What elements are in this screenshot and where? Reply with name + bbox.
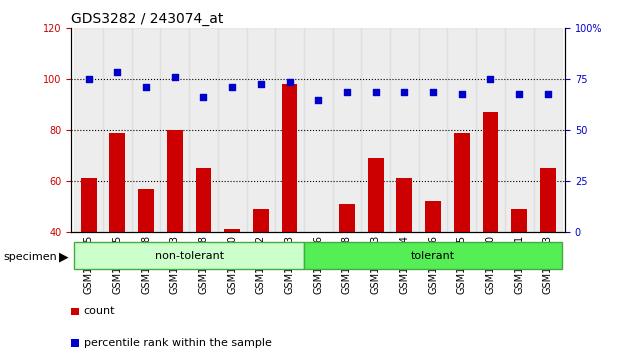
Text: ▶: ▶ <box>59 250 68 263</box>
Text: specimen: specimen <box>3 252 57 262</box>
Bar <box>196 168 211 232</box>
Bar <box>304 28 333 232</box>
Bar <box>75 242 304 269</box>
Point <box>428 89 438 95</box>
Point <box>141 84 151 90</box>
Bar <box>390 28 419 232</box>
Bar <box>476 28 505 232</box>
Bar <box>419 28 447 232</box>
Text: non-tolerant: non-tolerant <box>155 251 224 261</box>
Bar <box>396 178 412 232</box>
Text: percentile rank within the sample: percentile rank within the sample <box>84 338 272 348</box>
Bar <box>333 28 361 232</box>
Point <box>486 76 496 82</box>
Bar <box>282 84 297 232</box>
Bar <box>361 28 390 232</box>
Bar <box>132 28 160 232</box>
Bar <box>454 133 469 232</box>
Bar <box>167 130 183 232</box>
Bar <box>75 28 103 232</box>
Point <box>227 84 237 90</box>
Bar <box>109 133 125 232</box>
Bar <box>511 209 527 232</box>
Point <box>313 97 323 102</box>
Text: GDS3282 / 243074_at: GDS3282 / 243074_at <box>71 12 224 27</box>
Bar <box>304 242 562 269</box>
Bar <box>425 201 441 232</box>
Point <box>514 92 524 97</box>
Bar <box>247 28 275 232</box>
Bar <box>218 28 247 232</box>
Bar <box>339 204 355 232</box>
Bar <box>103 28 132 232</box>
Text: count: count <box>84 306 116 316</box>
Point <box>84 76 94 82</box>
Bar <box>505 28 533 232</box>
Bar <box>224 229 240 232</box>
Bar <box>540 168 556 232</box>
Bar <box>138 189 154 232</box>
Point <box>112 69 122 74</box>
Bar <box>275 28 304 232</box>
Point <box>284 79 294 85</box>
Bar <box>533 28 562 232</box>
Point <box>543 92 553 97</box>
Text: tolerant: tolerant <box>411 251 455 261</box>
Point <box>371 89 381 95</box>
Point <box>457 92 467 97</box>
Bar <box>253 209 269 232</box>
Point <box>256 81 266 87</box>
Bar <box>483 112 499 232</box>
Point <box>199 94 209 100</box>
Bar <box>189 28 218 232</box>
Bar <box>368 158 384 232</box>
Point <box>342 89 352 95</box>
Point <box>170 74 179 80</box>
Bar <box>160 28 189 232</box>
Bar <box>81 178 96 232</box>
Bar <box>447 28 476 232</box>
Point <box>399 89 409 95</box>
